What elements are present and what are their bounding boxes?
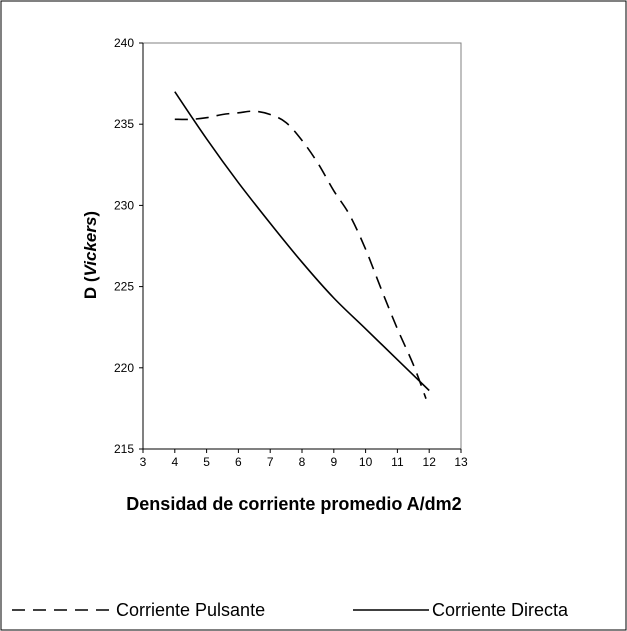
- x-tick-label: 6: [235, 455, 242, 469]
- x-axis: 3 4 5 6 7 8 9 10 11 12 13: [140, 448, 468, 469]
- x-tick-label: 7: [267, 455, 274, 469]
- x-tick-label: 10: [359, 455, 373, 469]
- series-group: [174, 91, 430, 399]
- x-tick-label: 5: [203, 455, 210, 469]
- legend-label-pulsante: Corriente Pulsante: [116, 600, 265, 620]
- x-tick-label: 12: [423, 455, 437, 469]
- y-axis: 215 220 225 230 235 240: [114, 36, 144, 456]
- x-tick-label: 11: [391, 455, 404, 469]
- legend-label-directa: Corriente Directa: [432, 600, 569, 620]
- plot-area: [142, 42, 462, 450]
- x-tick-label: 3: [140, 455, 147, 469]
- y-tick-label: 220: [114, 361, 134, 375]
- x-tick-label: 8: [299, 455, 306, 469]
- y-tick-label: 230: [114, 198, 134, 212]
- y-tick-label: 240: [114, 36, 134, 50]
- x-tick-label: 13: [454, 455, 468, 469]
- y-tick-label: 225: [114, 280, 134, 294]
- x-axis-label: Densidad de corriente promedio A/dm2: [126, 494, 461, 514]
- y-tick-label: 215: [114, 442, 134, 456]
- x-tick-label: 9: [330, 455, 337, 469]
- x-tick-label: 4: [171, 455, 178, 469]
- y-tick-label: 235: [114, 117, 134, 131]
- legend: Corriente Pulsante Corriente Directa: [12, 600, 569, 620]
- series-line-directa: [174, 91, 430, 392]
- y-axis-label: D (Vickers): [81, 211, 100, 299]
- series-line-pulsante: [174, 110, 427, 399]
